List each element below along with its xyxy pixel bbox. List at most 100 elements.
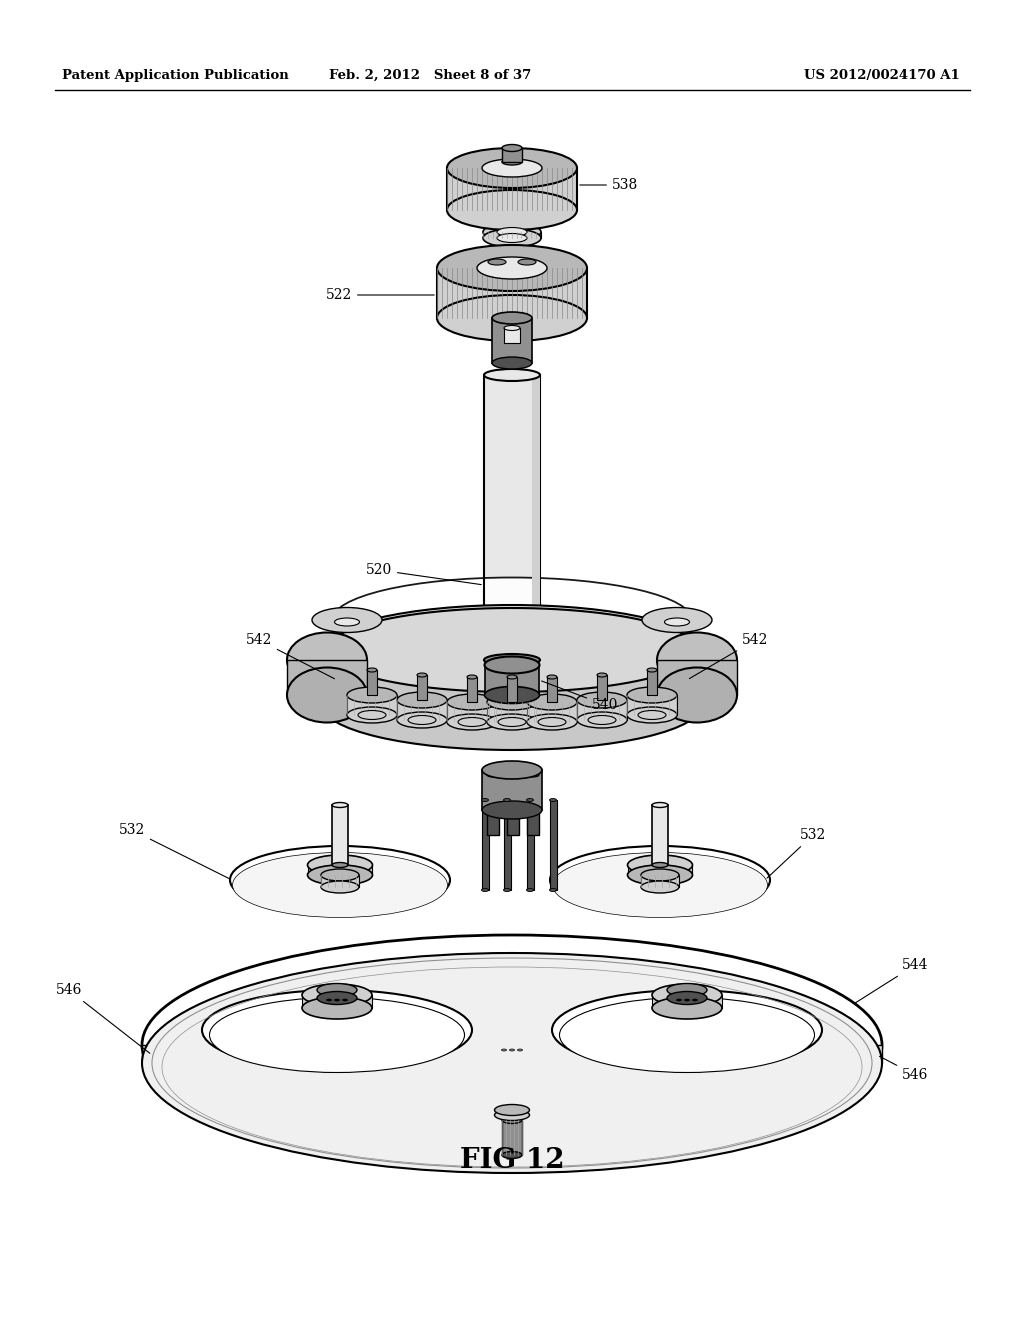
Ellipse shape <box>577 711 627 729</box>
Ellipse shape <box>577 692 627 708</box>
Ellipse shape <box>347 686 397 704</box>
Ellipse shape <box>504 326 520 330</box>
Ellipse shape <box>447 190 577 230</box>
Ellipse shape <box>550 846 770 913</box>
Polygon shape <box>437 268 587 318</box>
Polygon shape <box>308 865 372 875</box>
Text: 532: 532 <box>119 822 229 879</box>
Ellipse shape <box>526 888 534 891</box>
Ellipse shape <box>665 618 689 626</box>
Ellipse shape <box>307 865 373 884</box>
Ellipse shape <box>484 656 540 673</box>
Polygon shape <box>627 696 677 715</box>
Ellipse shape <box>487 694 537 710</box>
Ellipse shape <box>397 692 447 708</box>
Bar <box>527 800 534 890</box>
Ellipse shape <box>232 853 447 917</box>
Ellipse shape <box>142 953 882 1173</box>
Ellipse shape <box>447 148 577 187</box>
Text: 542: 542 <box>689 634 768 678</box>
Polygon shape <box>527 702 577 722</box>
Ellipse shape <box>307 855 373 875</box>
Ellipse shape <box>484 370 540 381</box>
Ellipse shape <box>667 983 707 997</box>
Ellipse shape <box>484 686 540 704</box>
Ellipse shape <box>628 855 692 875</box>
Text: 538: 538 <box>580 178 638 191</box>
Polygon shape <box>397 700 447 719</box>
Bar <box>367 671 377 696</box>
Ellipse shape <box>642 607 712 632</box>
Polygon shape <box>447 168 577 210</box>
Ellipse shape <box>504 799 511 801</box>
Ellipse shape <box>502 1049 507 1051</box>
Ellipse shape <box>447 714 497 730</box>
Ellipse shape <box>627 686 677 704</box>
Ellipse shape <box>322 605 702 696</box>
Ellipse shape <box>477 257 547 279</box>
Text: 540: 540 <box>542 681 618 711</box>
Ellipse shape <box>321 869 359 880</box>
Text: 546: 546 <box>55 983 150 1053</box>
Ellipse shape <box>417 673 427 677</box>
Ellipse shape <box>550 888 556 891</box>
Ellipse shape <box>495 1105 529 1115</box>
Ellipse shape <box>504 888 511 891</box>
Ellipse shape <box>302 983 372 1006</box>
Polygon shape <box>657 660 737 696</box>
Bar <box>507 775 519 836</box>
Ellipse shape <box>652 997 722 1019</box>
Polygon shape <box>487 702 537 722</box>
Text: 546: 546 <box>880 1056 929 1082</box>
Text: Feb. 2, 2012   Sheet 8 of 37: Feb. 2, 2012 Sheet 8 of 37 <box>329 69 531 82</box>
Ellipse shape <box>317 983 357 997</box>
Ellipse shape <box>550 799 556 801</box>
Bar <box>332 805 348 865</box>
Ellipse shape <box>497 227 527 236</box>
Text: 532: 532 <box>767 828 826 878</box>
Ellipse shape <box>347 708 397 723</box>
Ellipse shape <box>335 999 340 1001</box>
Ellipse shape <box>527 694 577 710</box>
Polygon shape <box>327 609 697 692</box>
Ellipse shape <box>332 803 348 808</box>
Ellipse shape <box>287 632 367 688</box>
Ellipse shape <box>498 718 526 726</box>
Text: 542: 542 <box>246 634 335 678</box>
Bar <box>550 800 557 890</box>
Bar <box>482 800 489 890</box>
Ellipse shape <box>332 578 692 663</box>
Ellipse shape <box>684 999 689 1001</box>
Bar <box>504 800 511 890</box>
Ellipse shape <box>502 1151 522 1159</box>
Ellipse shape <box>677 999 682 1001</box>
Ellipse shape <box>527 714 577 730</box>
Polygon shape <box>577 700 627 719</box>
Ellipse shape <box>507 675 517 678</box>
Ellipse shape <box>483 223 541 242</box>
Ellipse shape <box>538 718 566 726</box>
Bar <box>417 675 427 700</box>
Bar <box>547 677 557 702</box>
Text: 544: 544 <box>854 958 929 1003</box>
Ellipse shape <box>482 158 542 177</box>
Ellipse shape <box>467 675 477 678</box>
Ellipse shape <box>647 668 657 672</box>
Ellipse shape <box>481 888 488 891</box>
Ellipse shape <box>559 998 814 1072</box>
Ellipse shape <box>657 668 737 722</box>
Text: FIG 12: FIG 12 <box>460 1147 564 1173</box>
Bar <box>487 775 499 836</box>
Polygon shape <box>447 702 497 722</box>
Text: 522: 522 <box>326 288 434 302</box>
Bar <box>507 677 517 702</box>
Ellipse shape <box>510 1049 514 1051</box>
Ellipse shape <box>638 710 666 719</box>
Bar <box>502 1119 522 1155</box>
Ellipse shape <box>142 935 882 1155</box>
Ellipse shape <box>458 718 486 726</box>
Ellipse shape <box>502 158 522 165</box>
Ellipse shape <box>652 983 722 1006</box>
Polygon shape <box>322 649 702 705</box>
Ellipse shape <box>492 312 532 323</box>
